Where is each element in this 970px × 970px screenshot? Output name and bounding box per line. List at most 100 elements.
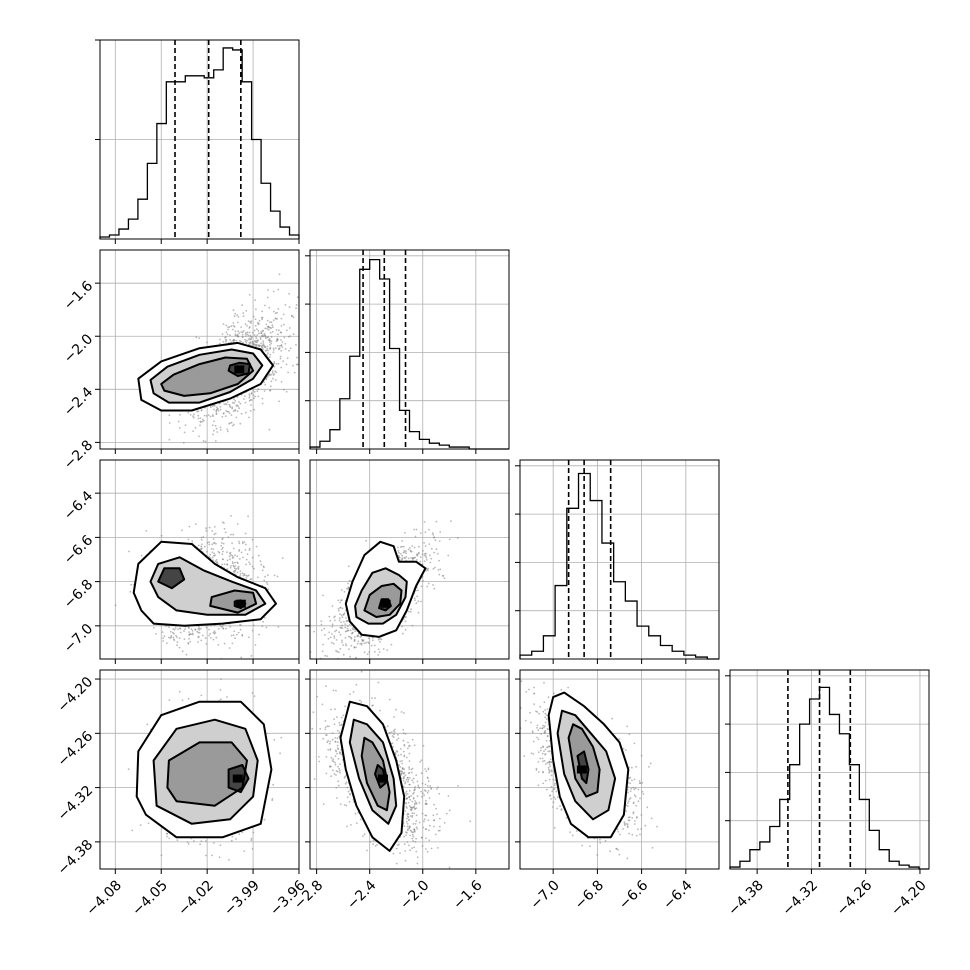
sample-point <box>230 565 232 567</box>
sample-point <box>231 424 234 427</box>
sample-point <box>267 588 270 591</box>
sample-point <box>233 338 236 341</box>
sample-point <box>279 355 282 358</box>
sample-point <box>252 315 255 318</box>
sample-point <box>416 595 418 598</box>
sample-point <box>270 380 273 383</box>
sample-point <box>210 548 213 550</box>
sample-point <box>246 339 249 342</box>
sample-point <box>212 404 215 407</box>
sample-point <box>249 563 252 565</box>
sample-point <box>192 415 194 418</box>
sample-point <box>341 616 344 618</box>
sample-point <box>246 553 249 555</box>
sample-point <box>251 629 254 632</box>
sample-point <box>194 427 197 429</box>
sample-point <box>168 438 171 441</box>
sample-point <box>416 559 418 561</box>
sample-point <box>222 412 225 414</box>
sample-point <box>166 835 168 838</box>
sample-point <box>236 333 239 336</box>
sample-point <box>288 292 290 295</box>
sample-point <box>262 348 265 351</box>
sample-point <box>203 419 205 422</box>
sample-point <box>217 627 220 630</box>
sample-point <box>247 320 250 322</box>
sample-point <box>245 574 248 577</box>
sample-point <box>432 584 434 586</box>
sample-point <box>256 334 259 336</box>
sample-point <box>263 579 266 582</box>
sample-point <box>238 550 241 552</box>
sample-point <box>288 349 290 352</box>
sample-point <box>229 625 232 628</box>
sample-point <box>175 634 177 637</box>
sample-point <box>342 644 344 646</box>
sample-point <box>233 570 236 573</box>
sample-point <box>216 431 219 433</box>
sample-point <box>276 318 278 320</box>
sample-point <box>257 395 260 398</box>
sample-point <box>187 642 190 645</box>
sample-point <box>417 551 420 554</box>
sample-point <box>276 339 279 342</box>
sample-point <box>257 388 260 390</box>
sample-point <box>234 554 236 557</box>
sample-point <box>227 328 229 331</box>
sample-point <box>410 557 412 559</box>
sample-point <box>214 440 217 442</box>
sample-point <box>414 599 416 601</box>
sample-point <box>260 332 262 335</box>
sample-point <box>215 559 218 561</box>
sample-point <box>271 330 274 333</box>
sample-point <box>248 393 251 395</box>
sample-point <box>246 331 249 334</box>
sample-point <box>295 344 297 346</box>
sample-point <box>276 575 279 578</box>
sample-point <box>248 416 250 419</box>
sample-point <box>347 635 350 638</box>
sample-point <box>337 651 340 654</box>
sample-point <box>250 320 253 322</box>
sample-point <box>184 628 186 631</box>
sample-point <box>223 403 226 406</box>
sample-point <box>433 587 436 590</box>
sample-point <box>229 406 232 409</box>
sample-point <box>413 528 416 531</box>
sample-point <box>239 628 242 631</box>
sample-point <box>272 347 275 350</box>
sample-point <box>342 613 345 616</box>
sample-point <box>429 561 432 564</box>
sample-point <box>232 309 235 312</box>
sample-point <box>411 545 414 547</box>
sample-point <box>340 599 343 602</box>
sample-point <box>241 333 244 336</box>
sample-point <box>339 626 342 629</box>
sample-point <box>295 363 298 366</box>
sample-point <box>222 558 224 561</box>
sample-point <box>248 337 251 340</box>
sample-point <box>253 567 255 570</box>
sample-point <box>341 641 343 644</box>
sample-point <box>179 627 182 630</box>
sample-point <box>320 629 323 632</box>
sample-point <box>232 410 235 412</box>
sample-point <box>331 633 333 635</box>
sample-point <box>236 561 239 564</box>
sample-point <box>250 336 253 338</box>
sample-point <box>251 342 254 345</box>
sample-point <box>238 332 241 334</box>
sample-point <box>199 420 202 423</box>
sample-point <box>304 646 306 648</box>
sample-point <box>228 858 230 861</box>
sample-point <box>414 535 417 538</box>
sample-point <box>300 333 302 335</box>
sample-point <box>200 548 203 551</box>
sample-point <box>226 410 229 413</box>
sample-point <box>435 548 438 551</box>
sample-point <box>334 615 336 618</box>
sample-point <box>219 689 222 691</box>
sample-point <box>194 523 197 525</box>
sample-point <box>338 662 340 664</box>
sample-point <box>269 321 271 324</box>
